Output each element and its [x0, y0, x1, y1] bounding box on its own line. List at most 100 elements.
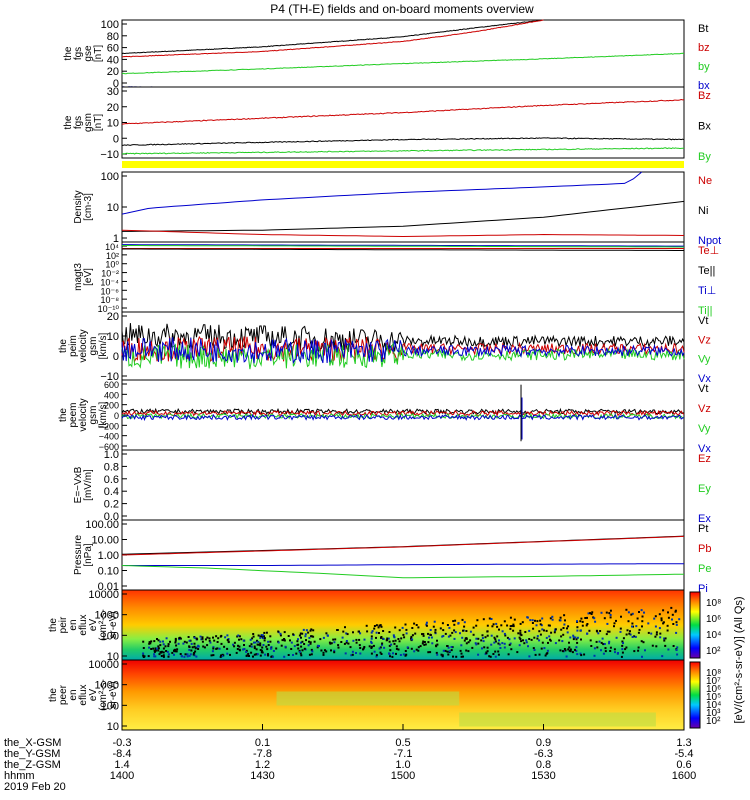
- spectrogram-cell: [519, 638, 522, 640]
- y-axis-label-line: gsm: [88, 406, 99, 425]
- y-axis-label-line: the: [48, 688, 59, 702]
- spectrogram-cell: [631, 625, 633, 628]
- spectrogram-cell: [300, 654, 303, 657]
- spectrogram-cell: [181, 655, 183, 658]
- spectrogram-cell: [326, 634, 329, 637]
- spectrogram-cell: [574, 636, 577, 639]
- spectrogram-cell: [571, 651, 574, 654]
- spectrogram-cell: [429, 651, 432, 654]
- spectrogram-cell: [590, 613, 593, 615]
- spectrogram-cell: [655, 631, 658, 634]
- spectrogram-cell: [220, 642, 223, 645]
- series-vt: [121, 407, 685, 416]
- spectrogram-cell: [519, 629, 522, 632]
- spectrogram-cell: [404, 650, 407, 652]
- spectrogram-cell: [633, 635, 636, 638]
- spectrogram-cell: [238, 635, 241, 638]
- spectrogram-cell: [563, 614, 566, 617]
- legend-bx: Bx: [698, 121, 711, 133]
- spectrogram-cell: [620, 615, 622, 618]
- spectrogram-cell: [343, 642, 346, 645]
- spectrogram-cell: [167, 643, 170, 646]
- spectrogram-cell: [472, 626, 475, 629]
- spectrogram-cell: [257, 643, 260, 646]
- spectrogram-cell: [380, 636, 383, 638]
- spectrogram-cell: [393, 636, 396, 639]
- x-gsm-value: 0.9: [536, 737, 551, 749]
- spectrogram-cell: [362, 648, 364, 651]
- spectrogram-cell: [503, 642, 506, 645]
- spectrogram-cell: [153, 650, 156, 653]
- colorbar-tick: 10²: [706, 646, 721, 657]
- spectrogram-cell: [421, 633, 423, 636]
- spectrogram-cell: [270, 655, 273, 658]
- spectrogram-cell: [206, 644, 209, 647]
- spectrogram-cell: [253, 641, 255, 644]
- legend-npot: Npot: [698, 235, 721, 247]
- y-axis-label-line: fgs: [73, 47, 84, 60]
- spectrogram-cell: [187, 636, 190, 638]
- spectrogram-cell: [528, 655, 531, 658]
- spectrogram-cell: [149, 642, 152, 645]
- spectrogram-cell: [183, 655, 186, 658]
- spectrogram-cell: [654, 625, 657, 628]
- spectrogram-cell: [186, 653, 189, 656]
- spectrogram-cell: [259, 644, 262, 647]
- spectrogram-cell: [463, 639, 466, 642]
- spectrogram-cell: [637, 649, 640, 652]
- spectrogram-cell: [251, 637, 254, 640]
- spectrogram-cell: [583, 653, 586, 656]
- spectrogram-cell: [248, 655, 250, 657]
- spectrogram-cell: [190, 642, 193, 645]
- y-tick-label: 10⁰: [105, 260, 119, 270]
- spectrogram-cell: [442, 649, 445, 652]
- spectrogram-cell: [267, 640, 270, 643]
- y-gsm-value: -7.1: [394, 748, 413, 760]
- y-tick-label: 0: [113, 133, 119, 145]
- spectrogram-cell: [569, 648, 572, 651]
- spectrogram-cell: [277, 630, 280, 633]
- spectrogram-cell: [253, 653, 256, 656]
- spectrogram-cell: [308, 636, 311, 639]
- spectrogram-cell: [638, 611, 640, 613]
- y-axis-label-line: E=−VxB: [73, 466, 84, 503]
- legend-pt: Pt: [698, 523, 708, 535]
- spectrogram-cell: [316, 644, 319, 647]
- spectrogram-cell: [436, 653, 439, 656]
- spectrogram-cell: [200, 638, 203, 641]
- spectrogram-cell: [359, 632, 362, 635]
- spectrogram-cell: [414, 632, 417, 635]
- spectrogram-cell: [566, 627, 568, 630]
- spectrogram-cell: [312, 635, 315, 638]
- spectrogram-cell: [521, 621, 524, 624]
- spectrogram-cell: [549, 639, 552, 642]
- spectrogram-cell: [370, 637, 373, 640]
- spectrogram-cell: [337, 644, 340, 647]
- spectrogram-cell: [631, 612, 634, 615]
- spectrogram-cell: [247, 652, 250, 655]
- spectrogram-cell: [380, 653, 383, 655]
- y-axis-label-line: eflux: [78, 614, 89, 635]
- spectrogram-cell: [215, 647, 218, 650]
- spectrogram-cell: [524, 631, 527, 633]
- spectrogram-cell: [538, 653, 541, 656]
- spectrogram-cell: [240, 638, 243, 641]
- y-axis-label: magt3[eV]: [73, 263, 94, 291]
- y-axis-label-line: peir: [58, 616, 69, 633]
- y-axis-label: thefgsgse[nT]: [63, 45, 104, 62]
- spectrogram-cell: [382, 630, 385, 632]
- spectrogram-cell: [236, 635, 239, 638]
- spectrogram-cell: [201, 637, 204, 640]
- spectrogram-cell: [528, 629, 531, 632]
- spectrogram-cell: [300, 636, 302, 639]
- spectrogram-cell: [545, 636, 548, 639]
- spectrogram-cell: [509, 616, 512, 619]
- spectrogram-cell: [640, 609, 643, 612]
- spectrogram-cell: [162, 651, 165, 654]
- spectrogram-cell: [193, 642, 196, 645]
- spectrogram-cell: [333, 649, 336, 652]
- spectrogram-cell: [299, 632, 302, 635]
- spectrogram-cell: [388, 631, 391, 633]
- spectrogram-cell: [509, 625, 512, 628]
- spectrogram-cell: [153, 640, 156, 643]
